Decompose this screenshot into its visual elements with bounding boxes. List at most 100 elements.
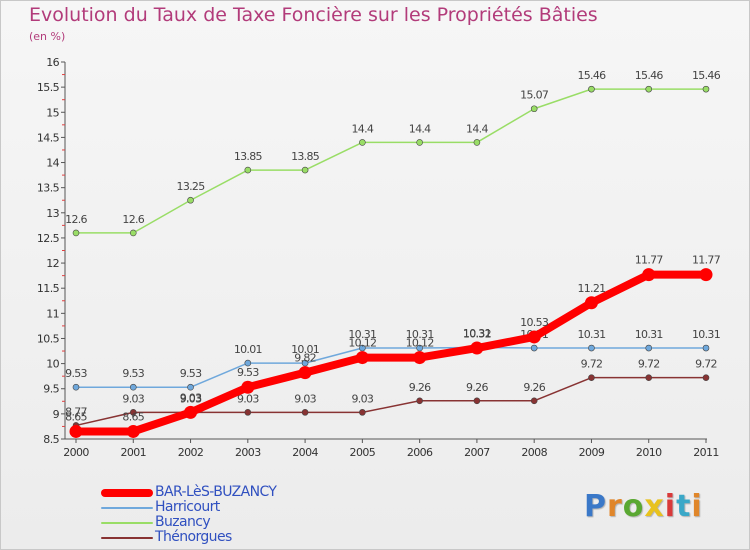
data-point [473, 139, 481, 146]
data-point [530, 344, 538, 352]
data-label: 9.53 [122, 367, 144, 380]
data-label: 10.12 [348, 337, 376, 350]
data-point [416, 139, 423, 146]
data-point [588, 85, 595, 93]
data-point [241, 380, 255, 394]
y-tick-label: 15.5 [37, 81, 60, 94]
data-label: 8.77 [65, 405, 87, 418]
data-label: 10.53 [520, 316, 549, 329]
data-label: 13.85 [291, 150, 320, 163]
x-tick-label: 2008 [521, 446, 547, 459]
data-label: 8.65 [122, 410, 144, 423]
data-label: 9.53 [65, 367, 87, 380]
data-point [699, 268, 713, 282]
data-label: 13.25 [177, 180, 206, 193]
data-label: 8.65 [65, 410, 87, 423]
legend-item-bar-les-buzancy[interactable]: BAR-LèS-BUZANCY [101, 484, 277, 500]
data-point [126, 424, 140, 438]
data-point [69, 424, 83, 438]
legend-item-buzancy[interactable]: Buzancy [101, 515, 276, 530]
y-tick-label: 13.5 [37, 182, 60, 195]
chart-subtitle: (en %) [29, 30, 66, 43]
data-label: 15.07 [520, 89, 549, 102]
legend: BAR-LèS-BUZANCY Harricourt Buzancy Théno… [101, 484, 277, 545]
data-point [187, 383, 194, 391]
x-tick-label: 2006 [407, 446, 433, 459]
data-label: 10.31 [577, 328, 605, 341]
data-label: 9.82 [294, 352, 316, 365]
legend-label: Harricourt [155, 499, 220, 515]
data-label: 10.32 [463, 328, 491, 341]
x-tick-label: 2011 [693, 446, 719, 459]
x-tick-label: 2009 [579, 446, 605, 459]
data-point [645, 344, 653, 352]
data-point [413, 351, 427, 365]
data-label: 9.03 [237, 392, 259, 405]
data-label: 9.26 [409, 381, 431, 394]
data-point [187, 196, 194, 204]
y-tick-label: 10.5 [37, 332, 60, 345]
data-point [359, 139, 366, 146]
y-tick-label: 13 [46, 207, 59, 220]
x-tick-label: 2005 [350, 446, 376, 459]
data-label: 10.12 [406, 337, 434, 350]
y-tick-label: 12.5 [37, 232, 60, 245]
legend-label: Thénorgues [155, 529, 232, 545]
data-label: 11.77 [692, 254, 721, 267]
y-tick-label: 8.5 [43, 433, 59, 446]
data-point [642, 268, 656, 282]
data-point [470, 341, 484, 355]
x-tick-label: 2010 [636, 446, 662, 459]
data-label: 10.31 [692, 328, 720, 341]
data-point [244, 359, 252, 367]
data-point [184, 405, 198, 419]
data-point [244, 409, 252, 416]
data-label: 9.53 [237, 366, 259, 379]
data-label: 9.03 [180, 392, 202, 405]
y-tick-label: 11 [46, 307, 59, 320]
y-tick-label: 12 [46, 257, 59, 270]
y-tick-label: 9.5 [43, 383, 59, 396]
data-label: 15.46 [635, 69, 664, 82]
legend-label: Buzancy [155, 514, 211, 530]
logo-letter: x [644, 489, 665, 524]
data-label: 9.03 [294, 392, 316, 405]
data-label: 10.31 [348, 328, 376, 341]
x-tick-label: 2003 [235, 446, 261, 459]
legend-swatch [101, 536, 153, 539]
data-point [355, 351, 369, 365]
data-point [473, 397, 481, 405]
data-point [530, 105, 538, 113]
y-tick-label: 14.5 [37, 131, 60, 144]
data-label: 9.26 [466, 381, 488, 394]
series-line [75, 346, 707, 388]
logo-letter: P [584, 489, 607, 524]
y-tick-label: 16 [46, 56, 59, 69]
logo-letter: i [691, 489, 703, 524]
x-tick-label: 2001 [120, 446, 146, 459]
proxiti-logo: Proxiti [584, 489, 703, 524]
data-point [129, 229, 137, 237]
data-label: 14.4 [352, 122, 374, 135]
data-label: 10.31 [635, 328, 663, 341]
data-label: 9.72 [581, 358, 603, 371]
data-point [129, 383, 137, 391]
data-point [129, 409, 137, 416]
data-point [301, 409, 309, 416]
y-tick-label: 10 [46, 358, 59, 371]
data-point [645, 85, 653, 93]
data-label: 10.31 [463, 327, 491, 340]
series-line [75, 88, 707, 234]
data-label: 14.4 [466, 122, 488, 135]
legend-label: BAR-LèS-BUZANCY [155, 484, 277, 500]
legend-item-thenorgues[interactable]: Thénorgues [101, 530, 276, 545]
data-label: 11.21 [577, 282, 605, 295]
data-label: 10.01 [291, 343, 319, 356]
data-point [530, 397, 538, 405]
series-line [72, 270, 710, 436]
legend-item-harricourt[interactable]: Harricourt [101, 500, 276, 515]
data-point [588, 374, 595, 381]
chart-title: Evolution du Taux de Taxe Foncière sur l… [29, 4, 598, 26]
